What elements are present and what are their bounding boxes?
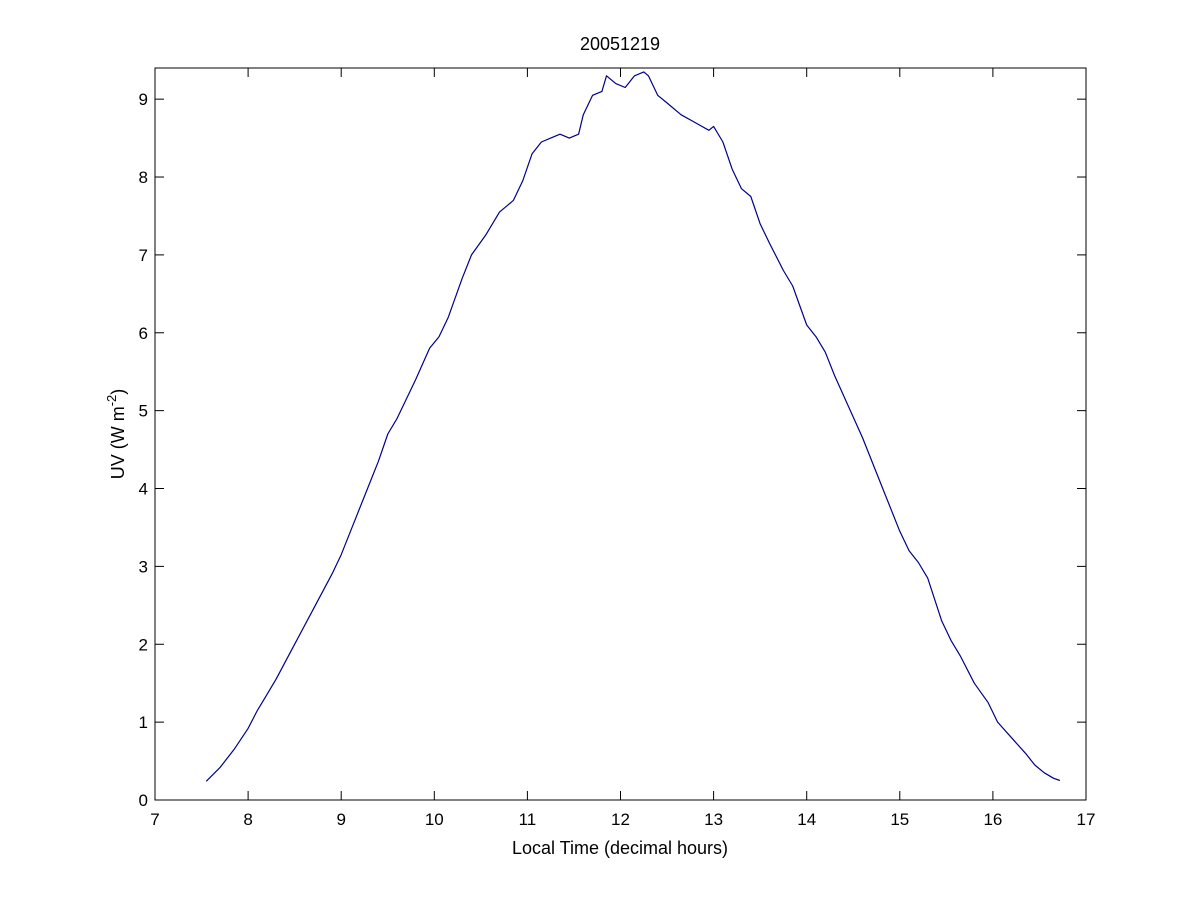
x-axis-label: Local Time (decimal hours): [512, 838, 728, 858]
y-tick-label: 0: [139, 791, 148, 810]
y-axis-label-superscript: -2: [104, 395, 119, 407]
axis-ticks: [154, 68, 1087, 801]
y-tick-label: 7: [139, 246, 148, 265]
y-tick-label: 3: [139, 557, 148, 576]
x-tick-label: 10: [425, 810, 444, 829]
y-tick-label: 6: [139, 324, 148, 343]
y-tick-label: 1: [139, 713, 148, 732]
y-tick-label: 8: [139, 168, 148, 187]
x-tick-label: 7: [150, 810, 159, 829]
x-tick-label: 12: [611, 810, 630, 829]
uv-series-line: [205, 71, 1061, 782]
chart-title: 20051219: [580, 34, 660, 54]
x-tick-label: 8: [243, 810, 252, 829]
x-tick-label: 11: [519, 810, 537, 829]
y-tick-label: 9: [139, 90, 148, 109]
x-tick-label: 14: [797, 810, 816, 829]
y-axis-label-suffix: ): [108, 389, 128, 395]
y-tick-label: 4: [139, 480, 148, 499]
x-tick-label: 17: [1077, 810, 1096, 829]
x-tick-label: 16: [983, 810, 1002, 829]
y-tick-label: 2: [139, 635, 148, 654]
x-tick-label: 15: [890, 810, 909, 829]
y-axis-label-text: UV (W m: [108, 406, 128, 479]
plot-area: [154, 67, 1087, 801]
y-axis-label: UV (W m-2): [104, 389, 128, 480]
y-tick-label: 5: [139, 402, 148, 421]
x-tick-label: 13: [704, 810, 723, 829]
x-tick-label: 9: [336, 810, 345, 829]
series-layer: [205, 71, 1061, 782]
